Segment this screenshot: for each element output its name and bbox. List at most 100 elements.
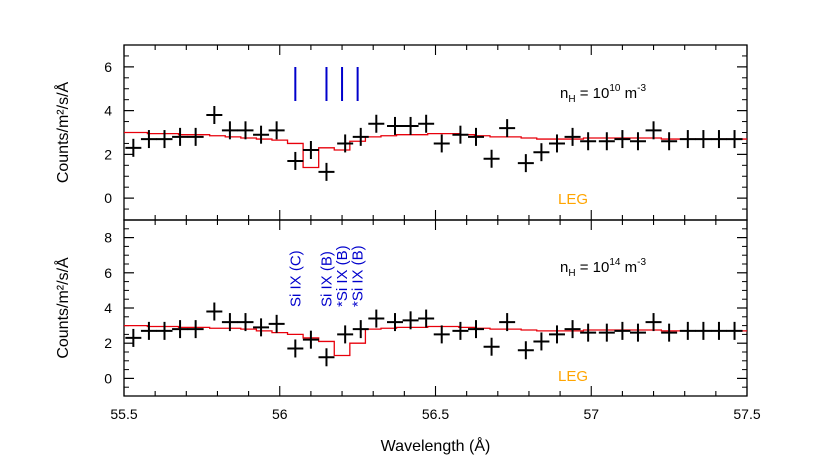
x-tick-label: 56.5 [422,406,449,422]
panel-frame [123,219,748,397]
annotation-mid: = 10 [576,85,610,102]
y-tick-label: 6 [104,59,112,75]
data-point [237,313,254,332]
data-point [564,127,581,146]
y-tick-label: 0 [104,190,112,206]
y-axis-title: Counts/m²/s/Å [53,81,72,183]
data-point [337,325,354,344]
data-point [352,320,369,339]
data-point [156,321,173,340]
data-point [387,313,404,332]
data-point [517,341,534,360]
data-point [337,134,354,153]
line-label: *Si IX (B) [334,245,351,307]
data-point [548,325,565,344]
data-point [206,302,223,321]
data-point [580,323,597,342]
data-point [433,325,450,344]
data-point [517,154,534,173]
data-point [645,313,662,332]
data-point [580,132,597,151]
instrument-label: LEG [558,191,588,208]
data-point [187,127,204,146]
data-point [564,320,581,339]
data-point [318,162,335,181]
line-label: Si IX (C) [287,250,304,307]
data-point [418,309,435,328]
data-point [499,313,516,332]
data-point [368,309,385,328]
data-point [206,106,223,124]
data-point [387,116,404,135]
data-point [172,127,189,146]
annotation-base: n [560,259,568,276]
y-tick-label: 0 [104,370,112,386]
data-point [140,321,157,340]
data-point [679,130,696,149]
data-point [156,130,173,149]
data-point [645,121,662,140]
data-point [679,321,696,340]
data-point [302,330,319,349]
y-tick-label: 6 [104,265,112,281]
data-point [614,130,631,149]
data-point [268,121,285,140]
data-point [221,313,238,332]
y-tick-label: 2 [104,146,112,162]
annotation-sup: 14 [609,257,621,268]
data-point [661,323,678,342]
data-point [368,114,385,133]
data-point [253,125,270,144]
density-annotation: nH = 1010 m-3 [560,83,646,105]
data-point [253,318,270,337]
data-point [661,132,678,151]
data-point [598,323,615,342]
data-point [598,132,615,151]
data-point [433,134,450,153]
data-point [287,151,304,170]
y-tick-label: 4 [104,103,112,119]
data-point [548,134,565,153]
data-point [533,332,550,351]
data-point [402,311,419,330]
y-axis-title: Counts/m²/s/Å [53,257,72,359]
data-point [483,149,500,168]
panel-1: 0 2 4 6 Counts/m²/s/Å nH = 1010 m-3 LEG [53,44,748,221]
data-point [726,321,743,340]
data-point [187,320,204,339]
x-axis-title: Wavelength (Å) [381,436,491,455]
data-point [237,121,254,140]
line-label: *Si IX (B) [350,245,367,307]
annotation-sub: H [568,94,575,105]
annotation-base: n [560,85,568,102]
data-point [467,320,484,339]
annotation-unit-sup: -3 [637,83,646,94]
data-point [125,138,142,157]
data-point [172,320,189,339]
data-point [418,114,435,133]
annotation-unit: m [620,85,637,102]
data-point [318,348,335,367]
data-point [483,337,500,356]
data-point [452,321,469,340]
x-tick-label: 57.5 [733,406,760,422]
annotation-mid: = 10 [576,259,610,276]
line-label: Si IX (B) [318,251,335,307]
data-point [695,321,712,340]
x-tick-label: 56 [272,406,288,422]
data-point [268,314,285,333]
y-tick-label: 2 [104,335,112,351]
x-tick-label: 55.5 [110,406,137,422]
data-point [352,127,369,146]
data-point [221,121,238,140]
data-point [140,130,157,149]
data-point [467,127,484,146]
data-point [302,141,319,159]
y-tick-label: 8 [104,230,112,246]
data-point [125,328,142,347]
annotation-sup: 10 [609,83,621,94]
data-point [287,339,304,358]
data-point [452,125,469,144]
data-point [614,321,631,340]
